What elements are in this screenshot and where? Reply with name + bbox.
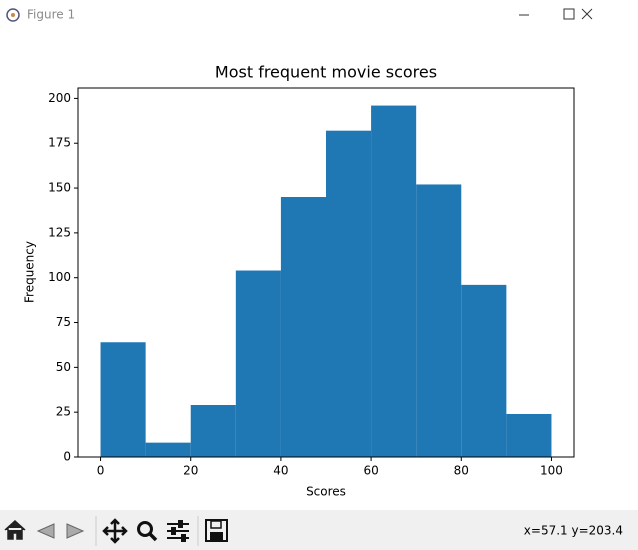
save-button[interactable] <box>205 519 228 542</box>
forward-button[interactable] <box>66 523 85 539</box>
bar <box>235 270 281 457</box>
y-tick-label: 25 <box>56 405 71 419</box>
pan-button[interactable] <box>102 518 128 544</box>
x-tick-label: 80 <box>454 464 469 478</box>
y-tick-label: 125 <box>48 225 71 239</box>
x-tick-label: 60 <box>363 464 378 478</box>
bar <box>190 405 236 457</box>
configure-button[interactable] <box>167 520 189 542</box>
y-tick-label: 100 <box>48 270 71 284</box>
y-tick-label: 150 <box>48 181 71 195</box>
maximize-button[interactable] <box>563 8 575 20</box>
x-tick-label: 20 <box>183 464 198 478</box>
title-bar: Figure 1 <box>6 8 593 22</box>
y-tick-label: 200 <box>48 91 71 105</box>
bar <box>145 442 191 457</box>
x-tick-label: 40 <box>273 464 288 478</box>
home-button[interactable] <box>4 519 26 540</box>
bar <box>461 284 507 457</box>
y-axis-label: Frequency <box>23 241 37 303</box>
status-coordinates: x=57.1 y=203.4 <box>524 524 623 538</box>
back-button[interactable] <box>36 523 55 539</box>
y-tick-label: 0 <box>63 450 71 464</box>
app-icon <box>6 8 20 22</box>
close-button[interactable] <box>581 8 593 20</box>
bar <box>506 413 552 457</box>
app-icon-dot <box>11 13 15 17</box>
plot: Most frequent movie scores Scores Freque… <box>23 63 575 499</box>
bar <box>416 184 462 457</box>
x-tick-label: 0 <box>97 464 105 478</box>
window-title: Figure 1 <box>27 8 75 22</box>
axes-frame <box>77 87 575 458</box>
y-tick-label: 75 <box>56 315 71 329</box>
chart-title: Most frequent movie scores <box>215 63 437 82</box>
y-tick-label: 175 <box>48 136 71 150</box>
bar <box>371 105 417 458</box>
bar <box>326 130 372 457</box>
bar <box>100 342 146 457</box>
bar <box>280 197 326 457</box>
toolbar: x=57.1 y=203.4 <box>0 510 638 550</box>
x-axis-label: Scores <box>306 485 346 499</box>
y-tick-label: 50 <box>56 360 71 374</box>
zoom-button[interactable] <box>137 521 158 542</box>
x-tick-label: 100 <box>540 464 563 478</box>
